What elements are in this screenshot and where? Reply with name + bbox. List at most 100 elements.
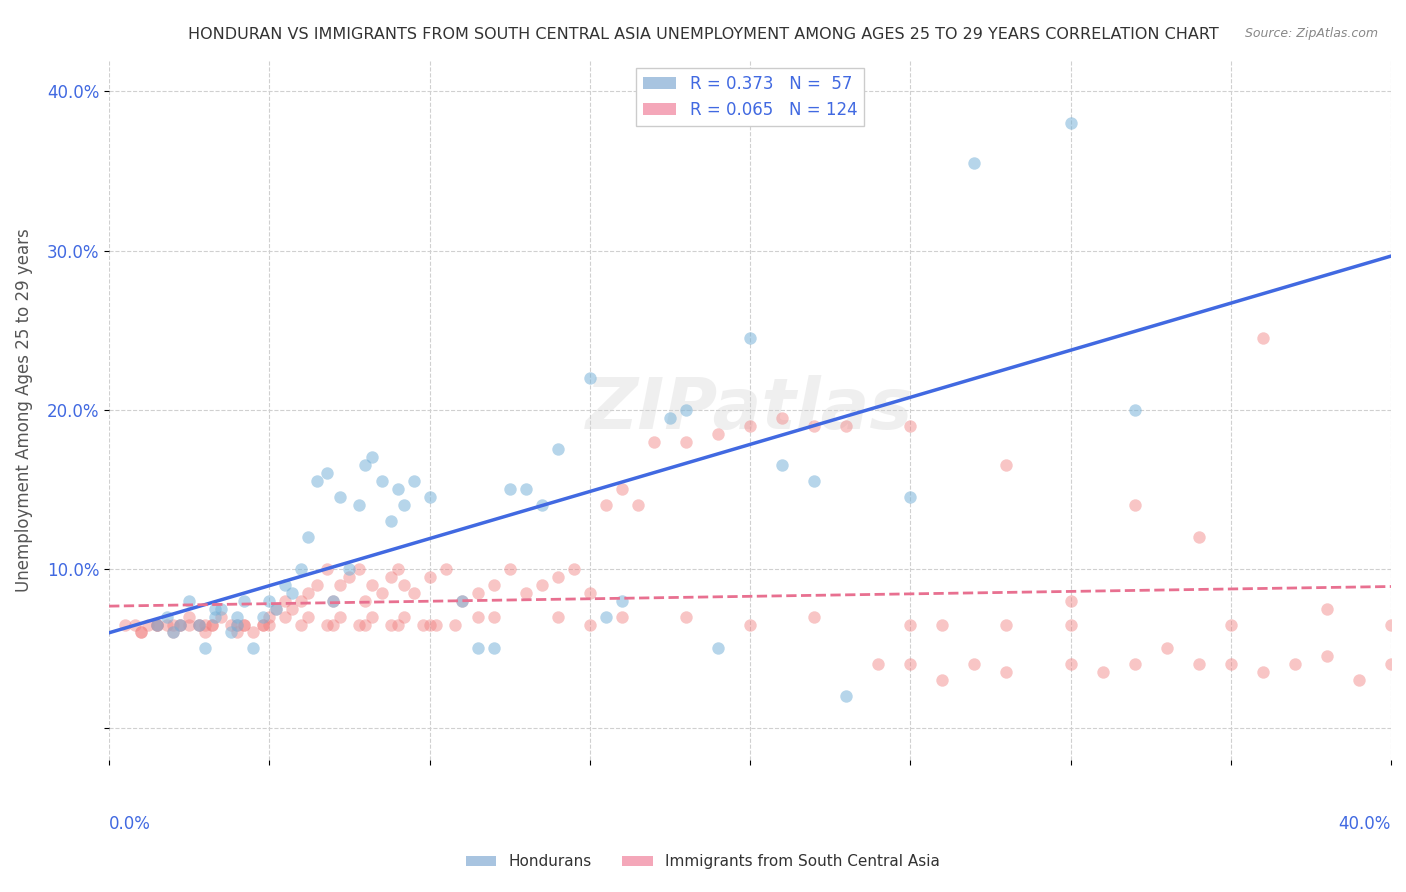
Point bbox=[124, 617, 146, 632]
Point bbox=[187, 617, 209, 632]
Point bbox=[675, 402, 697, 417]
Point bbox=[169, 617, 191, 632]
Point bbox=[1059, 116, 1081, 130]
Point bbox=[434, 562, 457, 576]
Point bbox=[931, 617, 953, 632]
Point bbox=[162, 625, 184, 640]
Point bbox=[450, 593, 472, 607]
Point bbox=[387, 562, 409, 576]
Point bbox=[329, 578, 352, 592]
Point bbox=[610, 609, 633, 624]
Point bbox=[835, 689, 858, 703]
Point bbox=[290, 593, 312, 607]
Point bbox=[146, 617, 169, 632]
Point bbox=[194, 617, 217, 632]
Point bbox=[995, 617, 1018, 632]
Point bbox=[179, 593, 201, 607]
Point bbox=[307, 578, 329, 592]
Point bbox=[226, 617, 249, 632]
Point bbox=[129, 625, 152, 640]
Point bbox=[898, 418, 921, 433]
Point bbox=[259, 609, 281, 624]
Point bbox=[290, 562, 312, 576]
Point bbox=[898, 490, 921, 504]
Point bbox=[380, 514, 402, 528]
Point bbox=[515, 482, 537, 496]
Point bbox=[204, 601, 226, 615]
Point bbox=[482, 578, 505, 592]
Point bbox=[194, 625, 217, 640]
Point bbox=[1059, 657, 1081, 672]
Point bbox=[1379, 617, 1402, 632]
Point bbox=[274, 609, 297, 624]
Point bbox=[482, 609, 505, 624]
Point bbox=[316, 617, 339, 632]
Point bbox=[169, 617, 191, 632]
Y-axis label: Unemployment Among Ages 25 to 29 years: Unemployment Among Ages 25 to 29 years bbox=[15, 227, 32, 591]
Point bbox=[242, 641, 264, 656]
Point bbox=[226, 617, 249, 632]
Point bbox=[770, 458, 793, 473]
Point bbox=[242, 625, 264, 640]
Point bbox=[1348, 673, 1371, 688]
Point bbox=[339, 570, 361, 584]
Point bbox=[803, 609, 825, 624]
Point bbox=[392, 609, 415, 624]
Point bbox=[963, 657, 986, 672]
Point bbox=[1284, 657, 1306, 672]
Point bbox=[1188, 530, 1211, 544]
Point bbox=[547, 570, 569, 584]
Point bbox=[610, 482, 633, 496]
Point bbox=[707, 641, 730, 656]
Point bbox=[274, 593, 297, 607]
Point bbox=[412, 617, 434, 632]
Point bbox=[1123, 657, 1146, 672]
Point bbox=[297, 530, 319, 544]
Point bbox=[347, 498, 370, 512]
Point bbox=[322, 593, 344, 607]
Point bbox=[835, 418, 858, 433]
Point bbox=[179, 617, 201, 632]
Point bbox=[274, 578, 297, 592]
Point bbox=[347, 562, 370, 576]
Point bbox=[547, 442, 569, 457]
Point bbox=[232, 617, 254, 632]
Point bbox=[209, 601, 232, 615]
Point bbox=[963, 156, 986, 170]
Point bbox=[252, 609, 274, 624]
Point bbox=[467, 609, 489, 624]
Point bbox=[219, 625, 242, 640]
Text: Source: ZipAtlas.com: Source: ZipAtlas.com bbox=[1244, 27, 1378, 40]
Point bbox=[354, 617, 377, 632]
Point bbox=[329, 490, 352, 504]
Legend: Hondurans, Immigrants from South Central Asia: Hondurans, Immigrants from South Central… bbox=[460, 848, 946, 875]
Text: 0.0%: 0.0% bbox=[110, 815, 150, 833]
Point bbox=[738, 418, 761, 433]
Point bbox=[995, 665, 1018, 680]
Point bbox=[627, 498, 650, 512]
Point bbox=[450, 593, 472, 607]
Point bbox=[1059, 617, 1081, 632]
Point bbox=[339, 562, 361, 576]
Point bbox=[1219, 657, 1241, 672]
Point bbox=[1316, 649, 1339, 664]
Point bbox=[803, 475, 825, 489]
Point bbox=[354, 593, 377, 607]
Text: ZIPatlas: ZIPatlas bbox=[586, 376, 914, 444]
Point bbox=[482, 641, 505, 656]
Point bbox=[297, 585, 319, 599]
Point bbox=[201, 617, 224, 632]
Point bbox=[425, 617, 447, 632]
Point bbox=[226, 625, 249, 640]
Point bbox=[1219, 617, 1241, 632]
Point bbox=[252, 617, 274, 632]
Point bbox=[264, 601, 287, 615]
Legend: R = 0.373   N =  57, R = 0.065   N = 124: R = 0.373 N = 57, R = 0.065 N = 124 bbox=[637, 68, 863, 126]
Point bbox=[354, 458, 377, 473]
Point bbox=[1379, 657, 1402, 672]
Point bbox=[419, 617, 441, 632]
Point bbox=[232, 617, 254, 632]
Point bbox=[146, 617, 169, 632]
Point bbox=[738, 331, 761, 345]
Point bbox=[281, 585, 304, 599]
